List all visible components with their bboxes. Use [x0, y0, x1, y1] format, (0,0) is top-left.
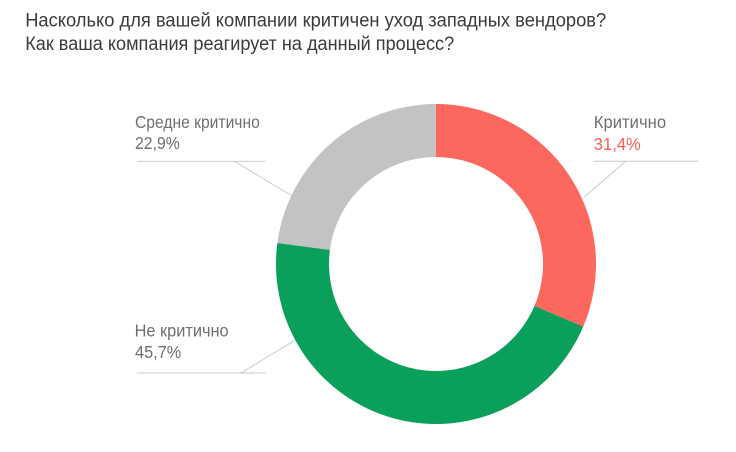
svg-text:31,4%: 31,4% [594, 134, 641, 154]
svg-text:Насколько для вашей компании к: Насколько для вашей компании критичен ух… [25, 11, 606, 32]
svg-text:Как ваша компания реагирует на: Как ваша компания реагирует на данный пр… [25, 34, 454, 55]
svg-text:45,7%: 45,7% [135, 342, 181, 362]
svg-text:Критично: Критично [594, 112, 666, 132]
svg-text:Средне критично: Средне критично [135, 112, 260, 132]
svg-text:22,9%: 22,9% [135, 133, 180, 153]
svg-text:Не критично: Не критично [135, 321, 229, 341]
